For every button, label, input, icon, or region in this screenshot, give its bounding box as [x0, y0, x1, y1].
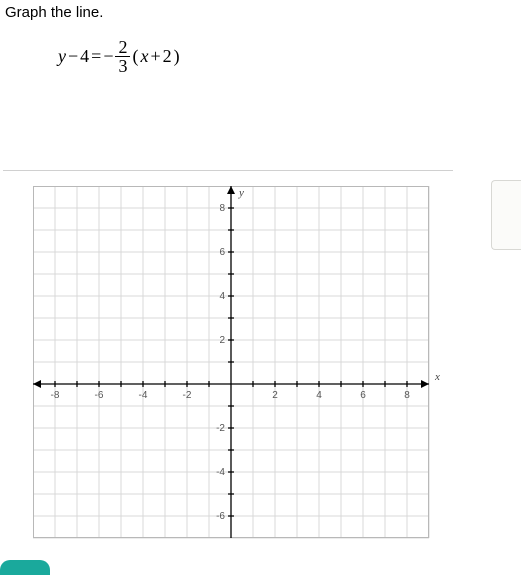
svg-text:-6: -6	[95, 390, 104, 401]
eq-open-paren: (	[132, 46, 138, 67]
eq-close-paren: )	[174, 46, 180, 67]
eq-minus-2: −	[103, 46, 113, 67]
coordinate-grid[interactable]: -8 -6 -4 -2 2 4 6 8 -6 -4 -2 2 4 6 8 y x	[33, 186, 449, 542]
eq-frac-num: 2	[115, 38, 130, 57]
svg-text:2: 2	[272, 390, 278, 401]
svg-text:6: 6	[219, 247, 225, 258]
eq-fraction: 2 3	[115, 38, 130, 75]
svg-text:y: y	[238, 187, 244, 199]
eq-var-y: y	[58, 46, 66, 67]
svg-text:x: x	[434, 371, 440, 383]
svg-text:4: 4	[219, 291, 225, 302]
graph-panel: -8 -6 -4 -2 2 4 6 8 -6 -4 -2 2 4 6 8 y x	[3, 170, 453, 565]
eq-const-4: 4	[80, 46, 89, 67]
svg-text:6: 6	[360, 390, 366, 401]
tool-sidepanel[interactable]	[491, 180, 521, 250]
svg-text:-6: -6	[216, 511, 225, 522]
eq-minus-1: −	[68, 46, 78, 67]
check-button[interactable]	[0, 560, 50, 575]
svg-text:2: 2	[219, 335, 225, 346]
eq-plus: +	[150, 46, 160, 67]
svg-text:4: 4	[316, 390, 322, 401]
eq-const-2: 2	[163, 46, 172, 67]
svg-text:-2: -2	[183, 390, 192, 401]
equation: y − 4 = − 2 3 ( x + 2 )	[58, 38, 180, 75]
svg-text:-2: -2	[216, 423, 225, 434]
eq-frac-den: 3	[115, 57, 130, 75]
eq-var-x: x	[140, 46, 148, 67]
svg-text:8: 8	[404, 390, 410, 401]
eq-equals: =	[91, 46, 101, 67]
svg-text:8: 8	[219, 203, 225, 214]
prompt-text: Graph the line.	[5, 4, 103, 21]
svg-text:-4: -4	[216, 467, 225, 478]
svg-text:-4: -4	[139, 390, 148, 401]
graph-area[interactable]: -8 -6 -4 -2 2 4 6 8 -6 -4 -2 2 4 6 8 y x	[33, 186, 449, 542]
svg-text:-8: -8	[51, 390, 60, 401]
